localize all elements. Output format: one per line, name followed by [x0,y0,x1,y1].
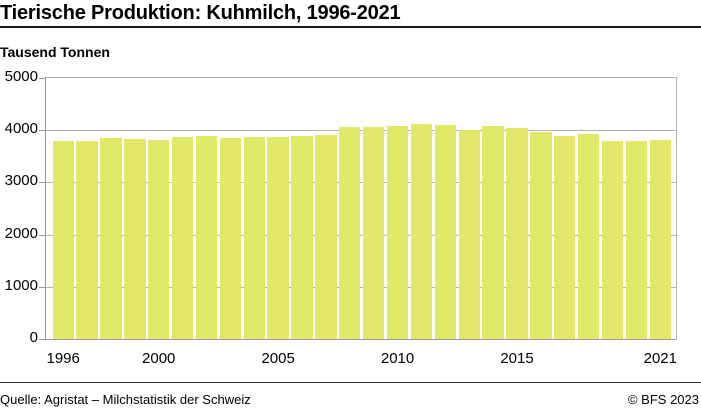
bar-2016 [530,132,552,339]
source-note: Quelle: Agristat – Milchstatistik der Sc… [0,392,251,407]
y-tick-mark [39,130,45,132]
y-tick-label: 0 [29,329,38,346]
bar-2003 [219,138,242,339]
bar-1996 [52,140,74,339]
bar-2013 [458,129,480,339]
y-tick-mark [39,234,45,236]
bar-2015 [506,127,528,339]
bar-2005 [267,136,289,339]
x-tick-label: 1996 [46,350,80,367]
bar-2004 [243,136,265,339]
bar-2020 [625,141,648,339]
gridline [46,182,676,184]
y-tick-mark [39,78,45,79]
x-tick-label: 2021 [643,350,677,367]
bar-2017 [554,135,576,339]
gridline [46,286,676,288]
bar-2002 [195,136,218,339]
bar-2012 [434,125,457,339]
y-tick-mark [39,286,45,288]
footer-divider [0,382,701,383]
y-tick-label: 3000 [4,172,38,190]
chart-title: Tierische Produktion: Kuhmilch, 1996-202… [0,2,401,24]
y-tick-label: 2000 [4,224,38,242]
bar-2011 [410,123,433,339]
title-divider [0,26,701,28]
x-tick-label: 2010 [380,350,415,367]
bar-2007 [315,134,337,339]
y-axis-unit-label: Tausend Tonnen [0,44,110,60]
bar-2010 [386,126,409,339]
y-tick-label: 5000 [4,68,38,85]
gridline [46,234,676,236]
y-tick-mark [39,339,45,340]
bar-2008 [339,126,361,339]
bar-2009 [363,126,385,339]
x-tick-label: 2000 [142,350,176,367]
y-tick-label: 4000 [4,120,38,138]
bar-2000 [148,139,170,339]
gridline [46,130,676,132]
plot-area [45,77,677,340]
y-tick-label: 1000 [4,276,38,294]
y-tick-mark [39,182,45,184]
bar-1999 [124,138,146,339]
bar-1997 [76,140,98,339]
bar-2019 [601,140,624,339]
bar-2006 [291,136,313,339]
copyright: © BFS 2023 [627,392,699,407]
x-tick-label: 2005 [261,350,295,367]
bar-1998 [100,137,122,339]
bar-2021 [649,139,671,339]
x-tick-label: 2015 [500,350,534,367]
bar-2001 [171,137,194,339]
bar-2018 [577,134,600,339]
bar-2014 [482,126,504,339]
